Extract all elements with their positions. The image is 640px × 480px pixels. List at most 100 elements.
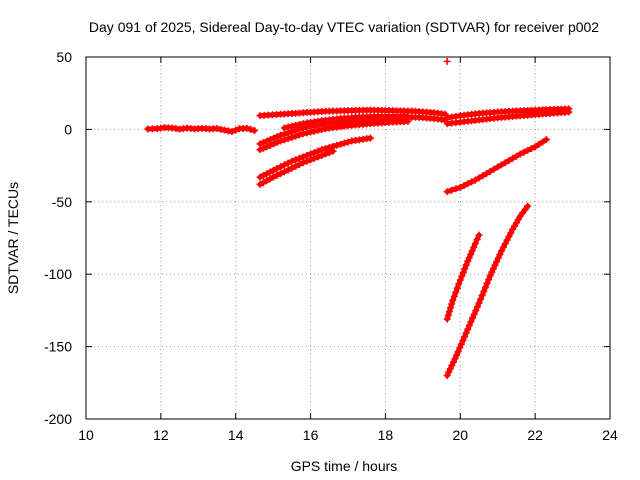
data-point: [483, 280, 491, 288]
data-point: [295, 131, 303, 139]
data-point: [480, 287, 488, 295]
data-point: [494, 163, 502, 171]
data-point: [273, 138, 281, 146]
data-point: [443, 57, 451, 65]
data-point: [464, 257, 472, 265]
data-point: [266, 141, 274, 149]
data-point: [507, 229, 515, 237]
data-point: [477, 295, 485, 303]
data-point: [256, 146, 264, 154]
data-point: [475, 299, 483, 307]
x-tick-label: 20: [452, 427, 468, 443]
data-point: [449, 358, 457, 366]
data-point: [470, 310, 478, 318]
data-point: [228, 128, 236, 136]
data-point: [280, 161, 288, 169]
data-point: [299, 130, 307, 138]
data-point: [284, 135, 292, 143]
data-point: [314, 153, 322, 161]
x-tick-label: 22: [527, 427, 543, 443]
data-point: [243, 124, 251, 132]
data-point: [505, 233, 513, 241]
data-point: [366, 134, 374, 142]
data-point: [496, 251, 504, 259]
x-tick-label: 10: [78, 427, 94, 443]
data-point: [344, 138, 352, 146]
data-point: [448, 186, 456, 194]
data-point: [458, 272, 466, 280]
data-point: [217, 125, 225, 133]
data-point: [497, 247, 505, 255]
data-point: [295, 161, 303, 169]
plot-frame: [85, 56, 611, 420]
data-point: [447, 304, 455, 312]
data-point: [479, 172, 487, 180]
data-point: [454, 348, 462, 356]
data-point: [307, 156, 315, 164]
data-point: [461, 333, 469, 341]
data-point: [462, 261, 470, 269]
data-point: [443, 315, 451, 323]
data-point: [501, 240, 509, 248]
data-point: [453, 284, 461, 292]
axis-ticks: 10 12 14 16 18 20 22 24 50 0 -50 -100 -150 -200: [44, 49, 618, 443]
data-point: [232, 126, 240, 134]
data-point: [461, 265, 469, 273]
data-point: [269, 173, 277, 181]
data-point: [292, 162, 300, 170]
data-point: [288, 157, 296, 165]
data-point: [527, 145, 535, 153]
data-point: [299, 159, 307, 167]
data-point: [469, 314, 477, 322]
data-points: [144, 57, 573, 380]
data-point: [445, 368, 453, 376]
data-point: [531, 143, 539, 151]
y-tick-label: 0: [64, 121, 72, 137]
data-point: [501, 159, 509, 167]
data-point: [478, 291, 486, 299]
data-point: [329, 147, 337, 155]
data-point: [457, 340, 465, 348]
data-point: [499, 243, 507, 251]
data-point: [475, 231, 483, 239]
data-point: [443, 372, 451, 380]
data-point: [295, 154, 303, 162]
data-point: [456, 344, 464, 352]
data-point: [452, 288, 460, 296]
data-point: [490, 165, 498, 173]
x-tick-label: 18: [378, 427, 394, 443]
data-point: [471, 176, 479, 184]
data-point: [509, 154, 517, 162]
data-point: [404, 112, 412, 120]
data-point: [473, 235, 481, 243]
y-tick-label: -150: [44, 339, 72, 355]
data-point: [464, 325, 472, 333]
data-point: [250, 127, 258, 135]
data-point: [263, 143, 271, 151]
data-point: [482, 170, 490, 178]
data-point: [465, 322, 473, 330]
y-tick-label: -50: [52, 194, 72, 210]
data-point: [516, 150, 524, 158]
x-tick-label: 24: [602, 427, 618, 443]
data-point: [520, 148, 528, 156]
data-point: [303, 157, 311, 165]
data-point: [503, 236, 511, 244]
data-point: [277, 170, 285, 178]
data-point: [259, 144, 267, 152]
data-point: [494, 254, 502, 262]
data-point: [486, 272, 494, 280]
data-point: [486, 167, 494, 175]
x-tick-label: 14: [228, 427, 244, 443]
data-point: [280, 168, 288, 176]
data-point: [539, 138, 547, 146]
data-point: [524, 146, 532, 154]
data-point: [455, 280, 463, 288]
data-point: [488, 268, 496, 276]
data-point: [270, 140, 278, 148]
data-point: [464, 180, 472, 188]
data-point: [505, 157, 513, 165]
data-point: [280, 136, 288, 144]
data-point: [456, 183, 464, 191]
